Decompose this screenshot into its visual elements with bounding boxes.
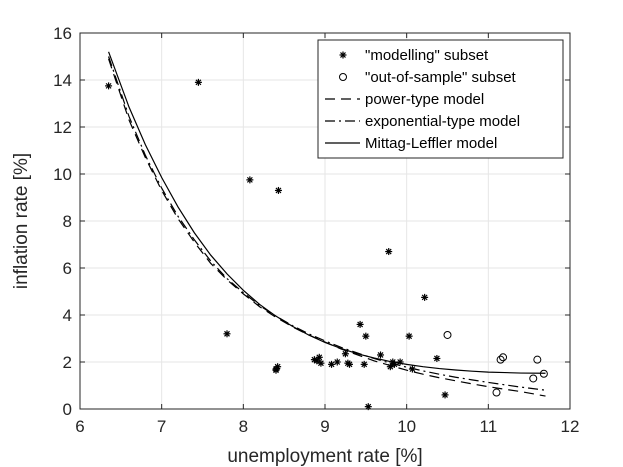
y-tick-label: 14 [53,71,72,90]
modelling-point [385,248,393,256]
out-of-sample-point [492,388,501,397]
modelling-point [360,360,368,368]
y-tick-label: 4 [63,306,72,325]
legend-asterisk-marker [339,51,347,59]
legend-label-mittag-leffler: Mittag-Leffler model [365,135,497,152]
modelling-point [105,82,113,90]
x-tick-label: 9 [320,417,329,436]
y-tick-label: 0 [63,400,72,419]
mittag-leffler-model-curve [108,51,546,374]
out-of-sample-point [499,353,508,362]
out-of-sample-point [533,355,542,364]
series-layer [105,51,548,411]
ticks: 6 7 8 9 10 11 12 0 2 4 6 8 10 12 14 16 [53,24,579,436]
legend: "modelling" subset "out-of-sample" subse… [317,39,564,159]
x-tick-label: 6 [75,417,84,436]
modelling-point [433,354,441,362]
legend-entry-mittag-leffler: Mittag-Leffler model [325,135,497,152]
legend-label-exponential: exponential-type model [365,113,520,130]
legend-label-out-of-sample: "out-of-sample" subset [365,69,517,86]
x-tick-label: 10 [397,417,416,436]
legend-entry-out-of-sample: "out-of-sample" subset [339,69,517,86]
y-tick-label: 8 [63,212,72,231]
modelling-point [408,365,416,373]
modelling-point [333,358,341,366]
out-of-sample-point [443,330,452,339]
modelling-point [341,350,349,358]
legend-entry-power: power-type model [325,91,484,108]
modelling-point [390,360,398,368]
modelling-point [223,330,231,338]
exponential-type-model-curve [108,56,546,391]
modelling-point [405,332,413,340]
modelling-point [356,320,364,328]
x-tick-label: 12 [561,417,580,436]
x-tick-label: 7 [157,417,166,436]
modelling-point [362,332,370,340]
x-tick-label: 11 [480,417,498,436]
legend-label-modelling: "modelling" subset [365,47,489,64]
legend-circle-marker [339,73,347,81]
y-tick-label: 2 [63,353,72,372]
x-axis-label: unemployment rate [%] [227,446,422,467]
legend-label-power: power-type model [365,91,484,108]
modelling-point [421,293,429,301]
y-tick-label: 12 [53,118,72,137]
modelling-point [310,356,318,364]
modelling-point [246,176,254,184]
y-axis-label: inflation rate [%] [11,153,32,289]
legend-entry-modelling: "modelling" subset [339,47,489,64]
modelling-point [274,186,282,194]
modelling-point [328,360,336,368]
x-tick-label: 8 [239,417,248,436]
out-of-sample-point [539,369,548,378]
modelling-point [194,78,202,86]
out-of-sample-point [496,355,505,364]
modelling-point [272,366,280,374]
y-tick-label: 6 [63,259,72,278]
y-tick-label: 16 [53,24,72,43]
out-of-sample-point [529,374,538,383]
modelling-point [441,391,449,399]
modelling-point [377,351,385,359]
legend-entry-exponential: exponential-type model [325,113,520,130]
modelling-point [346,360,353,368]
modelling-point [396,358,404,366]
modelling-point [317,359,325,367]
y-tick-label: 10 [53,165,72,184]
